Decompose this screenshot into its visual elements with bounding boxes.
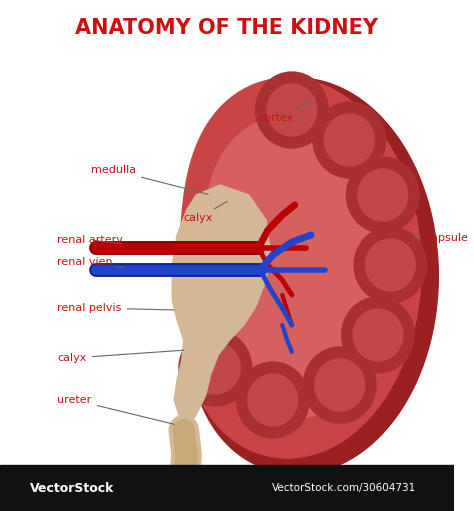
Circle shape [313, 102, 386, 178]
Circle shape [342, 297, 414, 373]
Circle shape [315, 359, 365, 411]
Circle shape [267, 84, 317, 136]
Text: calyx: calyx [57, 350, 184, 363]
Text: medulla: medulla [91, 165, 208, 194]
Polygon shape [201, 116, 394, 420]
Circle shape [346, 157, 419, 233]
Circle shape [179, 330, 252, 406]
Text: renal pelvis: renal pelvis [57, 303, 174, 313]
Bar [0, 465, 454, 511]
Text: VectorStock: VectorStock [29, 481, 114, 495]
Circle shape [354, 227, 427, 303]
Polygon shape [184, 78, 438, 474]
Circle shape [191, 342, 240, 394]
Text: cortex: cortex [258, 101, 313, 123]
Text: ANATOMY OF THE KIDNEY: ANATOMY OF THE KIDNEY [75, 18, 378, 38]
Circle shape [237, 362, 309, 438]
Text: capsule: capsule [414, 233, 469, 243]
Circle shape [353, 309, 403, 361]
Circle shape [324, 114, 374, 166]
Polygon shape [180, 78, 421, 458]
Circle shape [358, 169, 408, 221]
Text: renal vien: renal vien [57, 257, 122, 268]
Circle shape [303, 347, 376, 423]
Circle shape [365, 239, 415, 291]
Polygon shape [172, 185, 270, 430]
Text: VectorStock.com/30604731: VectorStock.com/30604731 [273, 483, 417, 493]
Text: renal artery: renal artery [57, 235, 123, 245]
Text: calyx: calyx [184, 201, 227, 223]
Text: ureter: ureter [57, 395, 174, 424]
Circle shape [255, 72, 328, 148]
Circle shape [248, 374, 298, 426]
